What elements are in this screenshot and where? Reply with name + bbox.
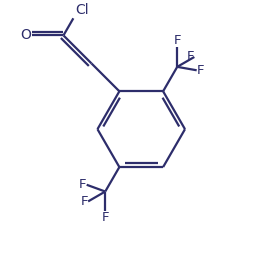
Text: F: F	[79, 178, 87, 191]
Text: F: F	[187, 51, 194, 63]
Text: F: F	[197, 64, 204, 77]
Text: Cl: Cl	[75, 3, 89, 17]
Text: F: F	[101, 211, 109, 224]
Text: F: F	[81, 195, 88, 208]
Text: F: F	[173, 34, 181, 47]
Text: O: O	[20, 28, 31, 42]
